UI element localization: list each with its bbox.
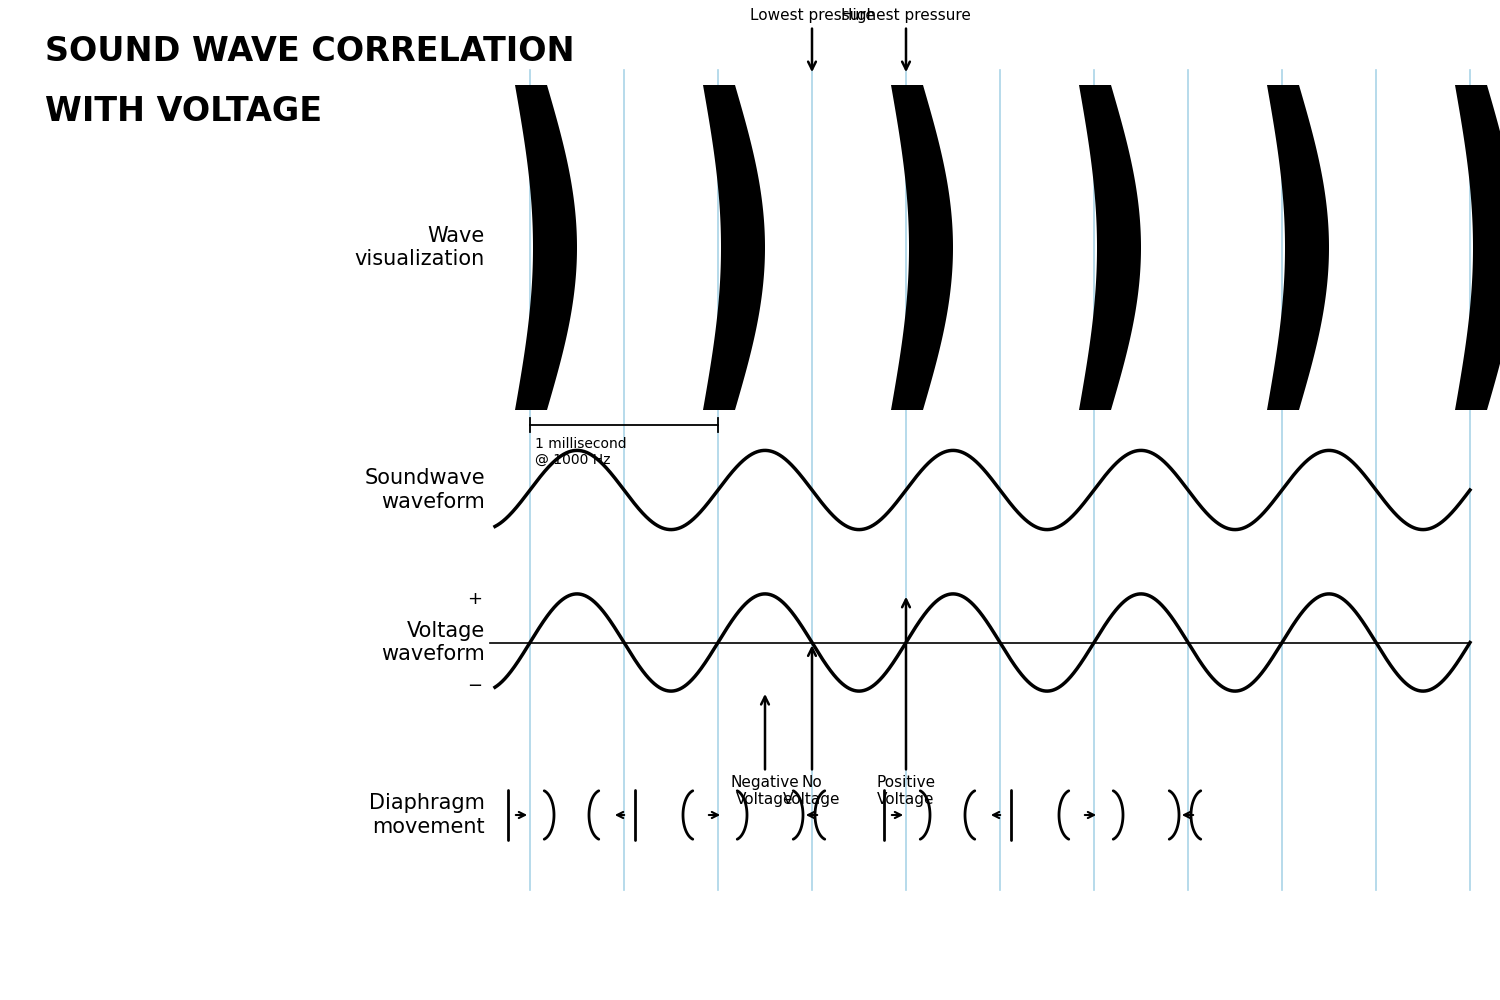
Text: Positive
Voltage: Positive Voltage — [876, 599, 936, 807]
Text: SOUND WAVE CORRELATION: SOUND WAVE CORRELATION — [45, 35, 574, 68]
Polygon shape — [1455, 85, 1500, 410]
Text: Negative
Voltage: Negative Voltage — [730, 697, 800, 807]
Text: 1 millisecond
@ 1000 Hz: 1 millisecond @ 1000 Hz — [536, 437, 627, 467]
Polygon shape — [704, 85, 765, 410]
Text: Lowest pressure: Lowest pressure — [750, 8, 874, 69]
Text: Highest pressure: Highest pressure — [842, 8, 970, 69]
Text: No
Voltage: No Voltage — [783, 648, 840, 807]
Polygon shape — [891, 85, 952, 410]
Text: Wave
visualization: Wave visualization — [354, 226, 484, 269]
Polygon shape — [1078, 85, 1142, 410]
Text: +: + — [466, 590, 482, 608]
Text: WITH VOLTAGE: WITH VOLTAGE — [45, 95, 322, 128]
Polygon shape — [514, 85, 578, 410]
Text: Diaphragm
movement: Diaphragm movement — [369, 793, 484, 837]
Text: −: − — [466, 677, 482, 695]
Polygon shape — [1268, 85, 1329, 410]
Text: Soundwave
waveform: Soundwave waveform — [364, 468, 484, 512]
Text: Voltage
waveform: Voltage waveform — [381, 621, 484, 664]
